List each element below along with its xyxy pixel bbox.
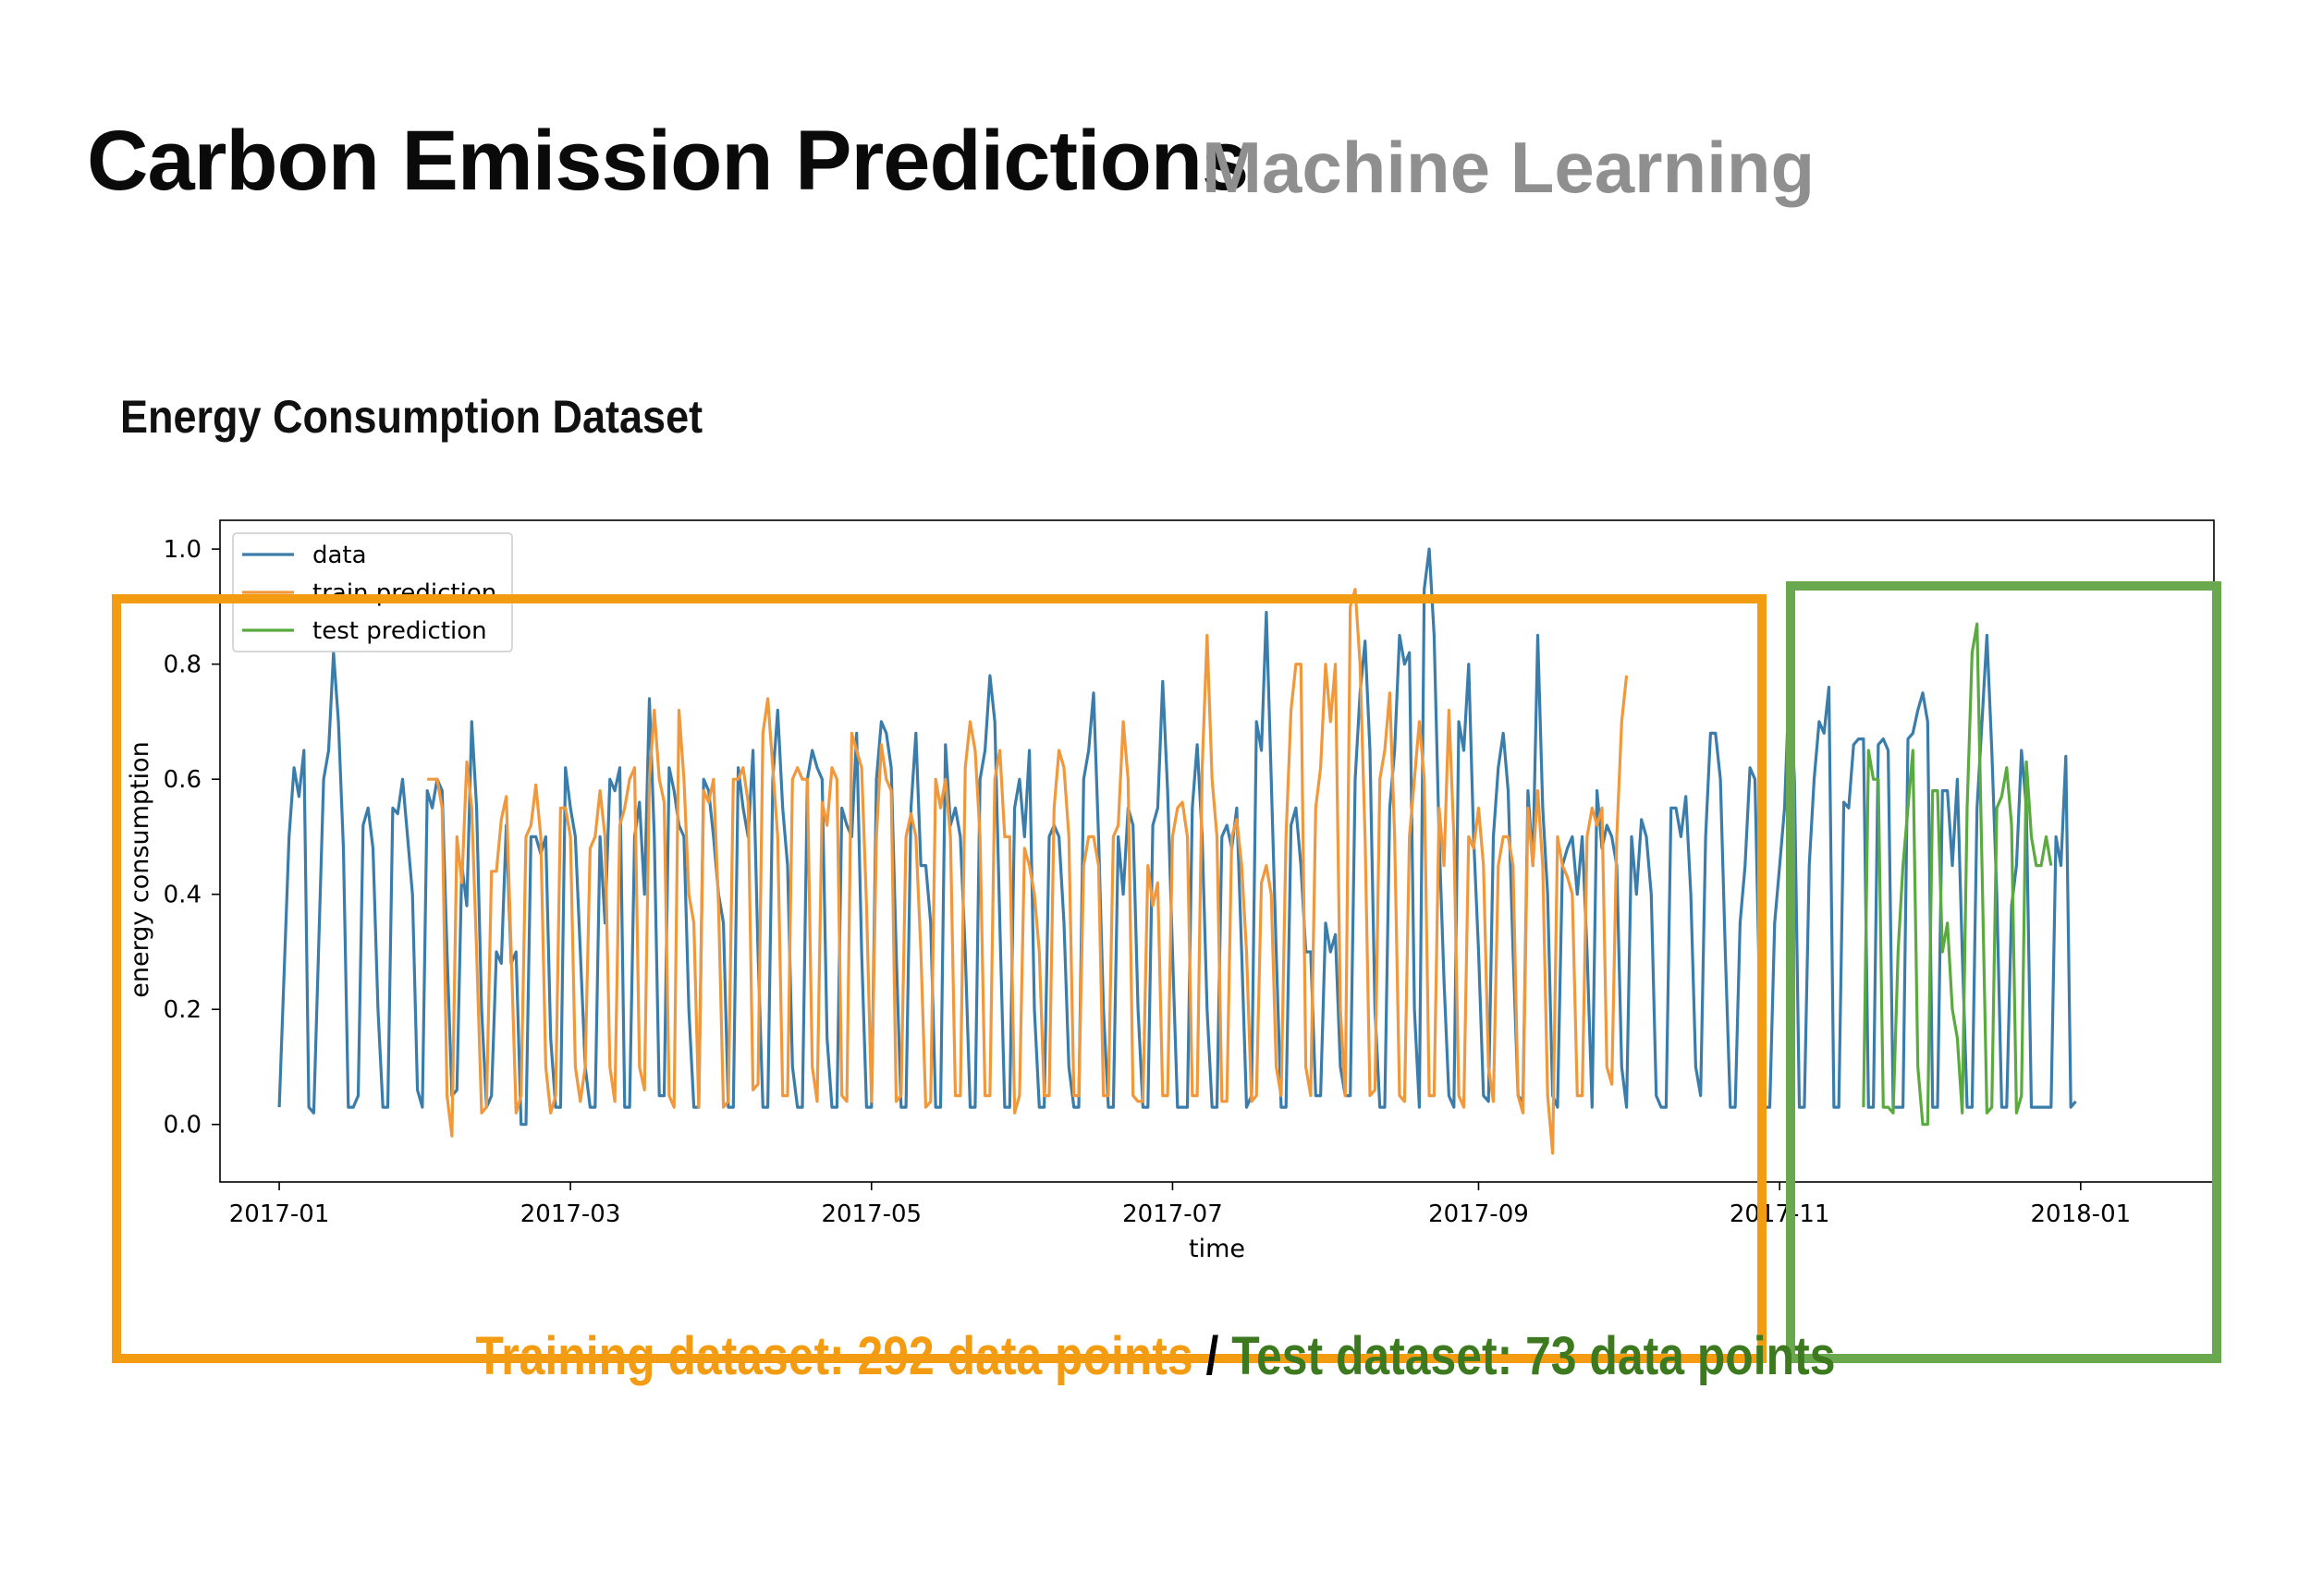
- x-tick-label: 2017-05: [821, 1200, 922, 1228]
- caption-separator: /: [1192, 1326, 1232, 1386]
- dataset-split-caption: Training dataset: 292 data points / Test…: [162, 1325, 2149, 1387]
- x-tick-label: 2017-01: [229, 1200, 330, 1228]
- section-title: Energy Consumption Dataset: [120, 391, 703, 443]
- training-region-box: [112, 594, 1767, 1363]
- y-tick-label: 0.0: [164, 1112, 202, 1139]
- training-dataset-caption: Training dataset: 292 data points: [475, 1326, 1193, 1386]
- test-prediction-line: [1862, 622, 2053, 1127]
- x-tick-label: 2017-03: [520, 1200, 621, 1228]
- page-subtitle: Machine Learning: [1202, 127, 1816, 208]
- y-tick-label: 0.8: [164, 652, 202, 679]
- train-prediction-line: [427, 588, 1629, 1155]
- test-region-box: [1786, 581, 2221, 1363]
- x-tick-label: 2017-11: [1730, 1200, 1830, 1228]
- legend-item-data-label: data: [312, 542, 367, 569]
- data-series-line: [277, 547, 2077, 1127]
- y-tick-label: 0.6: [164, 766, 202, 794]
- x-axis-label: time: [1189, 1235, 1245, 1263]
- x-tick-label: 2017-09: [1428, 1200, 1529, 1228]
- page-title: Carbon Emission Predictions: [87, 114, 1249, 208]
- y-axis-label: energy consumption: [126, 741, 154, 997]
- x-tick-label: 2018-01: [2031, 1200, 2132, 1228]
- y-tick-label: 1.0: [164, 536, 202, 564]
- test-dataset-caption: Test dataset: 73 data points: [1231, 1326, 1836, 1386]
- y-tick-label: 0.2: [164, 996, 202, 1024]
- x-tick-label: 2017-07: [1122, 1200, 1223, 1228]
- legend-box: [232, 532, 513, 652]
- legend-item-test-prediction-label: test prediction: [312, 617, 487, 645]
- y-tick-label: 0.4: [164, 882, 202, 909]
